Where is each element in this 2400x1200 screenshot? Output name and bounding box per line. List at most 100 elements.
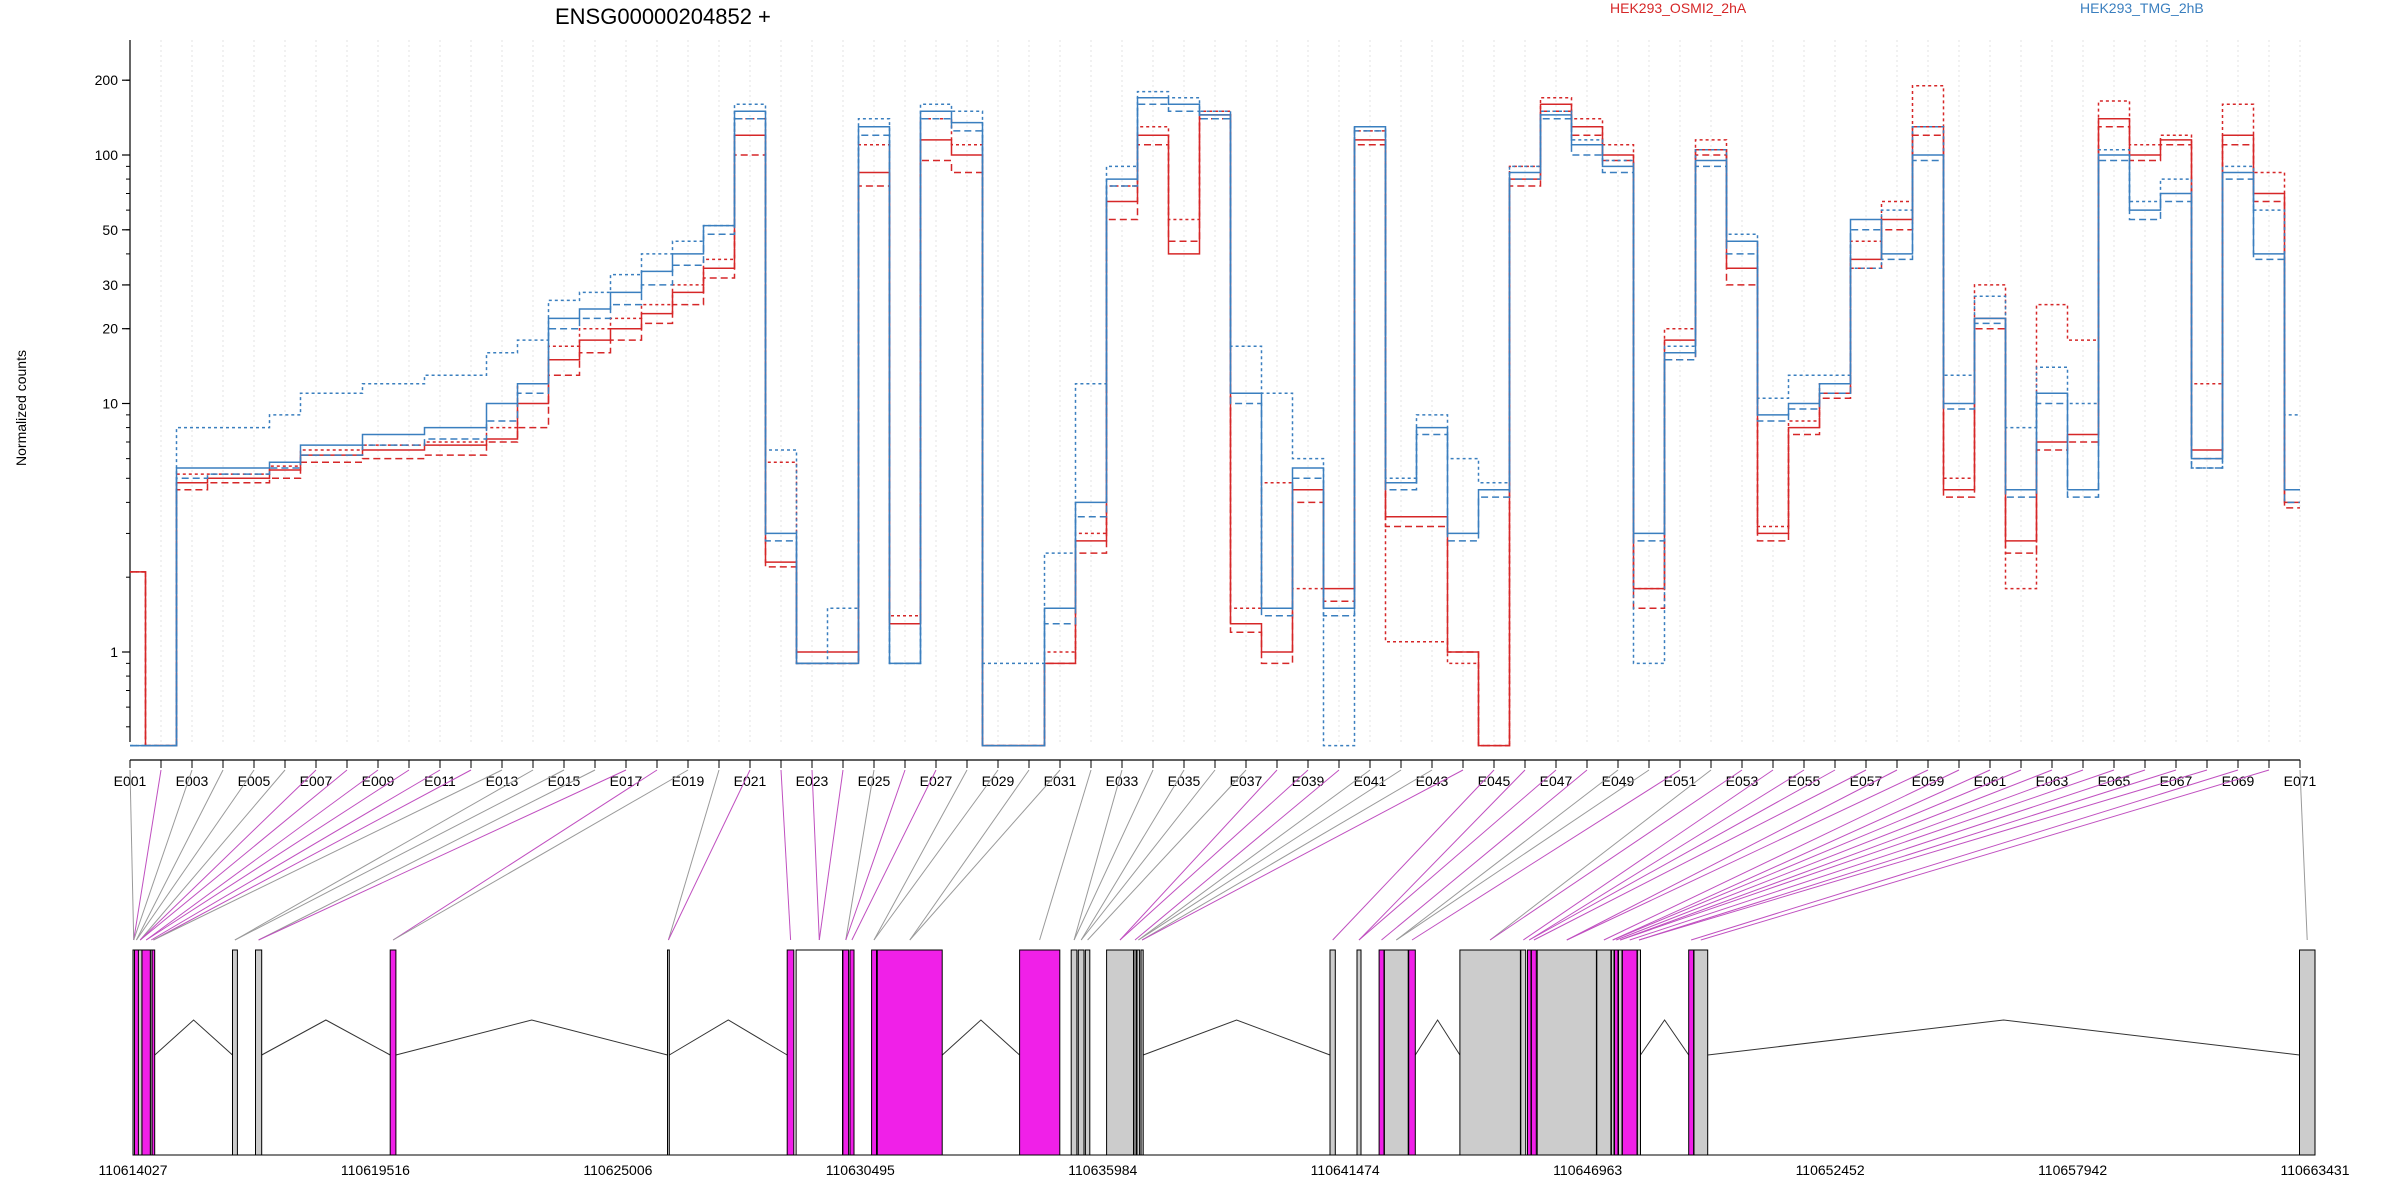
exon-block [2299,949,2316,1156]
x-tick-label: E053 [1726,773,1759,789]
exon-block [1356,949,1362,1156]
exon-block [1106,949,1134,1156]
x-tick-label: E007 [300,773,333,789]
exon-block [667,949,670,1156]
exon-connector [1138,769,1371,941]
exon-block-highlight [871,949,877,1156]
exon-block [137,949,143,1156]
x-tick-label: E005 [238,773,271,789]
intron-line [1414,1019,1461,1056]
exon-block-highlight [1527,949,1532,1156]
exon-connector [1612,769,1991,941]
exon-block [1140,949,1144,1156]
exon-connector [1039,769,1092,941]
x-tick-label: E057 [1850,773,1883,789]
exon-connector [1489,769,1743,941]
exon-connector [1138,769,1402,941]
exon-connector [153,769,472,941]
exon-block [1133,949,1137,1156]
legend-entry-osmi2: HEK293_OSMI2_2hA [1610,0,1747,16]
exon-connector [1411,769,1681,941]
exon-block [1070,949,1078,1156]
y-axis-label: Normalized counts [13,350,29,466]
exon-connector [1087,769,1247,941]
exon-block [795,949,843,1156]
exon-connector [1489,769,1712,941]
x-tick-label: E035 [1168,773,1201,789]
legend-entry-tmg: HEK293_TMG_2hB [2080,0,2204,16]
x-tick-label: E029 [982,773,1015,789]
intron-line [1707,1019,2300,1056]
exon-connector [1358,769,1526,941]
exon-connector [909,769,1061,941]
exon-connector [392,769,658,941]
x-tick-label: E027 [920,773,953,789]
exon-connector [1119,769,1278,941]
intron-line [1143,1019,1331,1056]
x-tick-label: E025 [858,773,891,789]
x-tick-label: E013 [486,773,519,789]
y-tick-label: 100 [95,147,119,163]
genome-coordinate-label: 110630495 [826,1162,895,1178]
exon-connector [139,769,348,941]
exon-block [1077,949,1085,1156]
exon-connector [818,769,844,941]
exon-block-highlight [141,949,151,1156]
x-tick-label: E033 [1106,773,1139,789]
exon-block-highlight [786,949,795,1156]
series-lines [130,84,2300,747]
exon-connector [1620,769,2115,941]
exon-block-highlight [1019,949,1061,1156]
exon-block [1136,949,1141,1156]
exon-block [1536,949,1597,1156]
exon-connector [234,769,565,941]
y-axis: 1 10 20 30 50 100 200 [95,40,131,742]
exon-connector [1073,769,1154,941]
exon-block [1618,949,1623,1156]
exon-connector [153,769,503,941]
exon-connector [1396,769,1650,941]
genomic-coordinate-axis: 110614027 110619516 110625006 110630495 1106… [98,1154,2350,1178]
exon-connector [1073,769,1123,941]
series-line-6 [130,90,2300,747]
exon-block [1610,949,1615,1156]
exon-connector [392,769,689,941]
exon-block-highlight [842,949,850,1156]
exon-connector [1629,769,2146,941]
x-tick-label: E015 [548,773,581,789]
x-tick-label: E031 [1044,773,1077,789]
exon-connector-lines [129,769,2308,941]
x-tick-label: E045 [1478,773,1511,789]
exon-block-highlight [151,949,156,1156]
exon-connector [1080,769,1185,941]
x-tick-label: E009 [362,773,395,789]
x-tick-label: E037 [1230,773,1263,789]
exon-block-highlight [876,949,943,1156]
x-tick-label: E021 [734,773,767,789]
exon-connector [1612,769,2022,941]
exon-connector [667,769,720,941]
x-tick-label: E059 [1912,773,1945,789]
exon-block [1636,949,1642,1156]
exon-connector [1395,769,1619,941]
genome-coordinate-label: 110625006 [583,1162,652,1178]
exon-connector [667,769,751,941]
x-tick-label: E019 [672,773,705,789]
exon-connector [1616,769,2053,941]
y-tick-label: 200 [95,72,119,88]
x-tick-label: E043 [1416,773,1449,789]
exon-block-highlight [849,949,855,1156]
exon-connector [1638,769,2208,941]
genome-coordinate-label: 110614027 [98,1162,167,1178]
exon-connector [1700,769,2270,941]
exon-connector [258,769,627,941]
exon-connector [1528,769,1805,941]
exon-connector [851,769,937,941]
exon-block-highlight [1378,949,1385,1156]
exon-connector [1603,769,1960,941]
exon-connector [1620,769,2084,941]
x-tick-label: E011 [424,773,456,789]
exon-connector [909,769,1030,941]
exon-connector [1690,769,2239,941]
